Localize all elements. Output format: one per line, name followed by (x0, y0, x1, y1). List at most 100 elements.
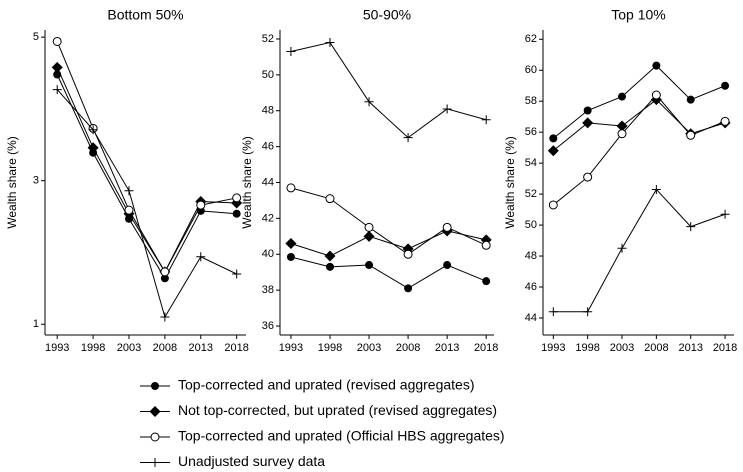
marker (324, 250, 336, 262)
x-tick-label: 2018 (224, 342, 248, 354)
x-tick-label: 2003 (610, 342, 634, 354)
series-line (290, 41, 487, 139)
y-tick-label: 48 (262, 105, 274, 117)
marker (617, 129, 627, 139)
marker (149, 406, 161, 417)
marker (160, 267, 170, 277)
x-tick-label: 2018 (713, 342, 737, 354)
x-tick-label: 2008 (644, 342, 668, 354)
x-tick-label: 1998 (318, 342, 342, 354)
marker (286, 183, 296, 193)
marker (363, 230, 375, 242)
marker (651, 90, 661, 100)
marker (285, 238, 297, 249)
marker (403, 133, 413, 143)
series-line (552, 94, 726, 206)
x-tick-label: 1998 (81, 342, 105, 354)
marker (325, 38, 335, 48)
marker (481, 115, 491, 125)
marker (52, 36, 62, 46)
marker (548, 200, 558, 210)
marker (364, 222, 374, 232)
marker (618, 92, 627, 101)
y-tick-label: 5 (33, 31, 39, 43)
marker (443, 261, 452, 270)
marker (196, 252, 206, 262)
x-tick-label: 2003 (357, 342, 381, 354)
marker (88, 125, 98, 135)
marker (150, 458, 160, 467)
marker (124, 186, 134, 196)
series-line (290, 230, 487, 257)
marker (652, 61, 661, 70)
x-tick-label: 1993 (45, 342, 69, 354)
y-tick-label: 50 (525, 219, 537, 231)
marker (481, 240, 491, 250)
marker (150, 432, 160, 442)
y-tick-label: 60 (525, 64, 537, 76)
marker (616, 120, 628, 132)
marker (583, 172, 593, 182)
marker (286, 252, 295, 261)
y-tick-label: 62 (525, 33, 537, 45)
marker (442, 222, 452, 232)
x-tick-label: 2013 (435, 342, 459, 354)
marker (232, 269, 242, 279)
panel-title: 50-90% (363, 7, 411, 23)
marker (582, 117, 594, 129)
legend-label: Top-corrected and uprated (Official HBS … (178, 428, 505, 444)
marker (720, 209, 730, 219)
y-tick-label: 46 (525, 281, 537, 293)
panel-title: Top 10% (611, 7, 665, 23)
marker (686, 95, 695, 104)
x-tick-label: 1998 (575, 342, 599, 354)
legend: Top-corrected and uprated (revised aggre… (140, 377, 505, 469)
series-line (552, 99, 726, 152)
y-tick-label: 46 (262, 141, 274, 153)
marker (364, 97, 374, 107)
marker (548, 307, 558, 317)
x-tick-label: 1993 (541, 342, 565, 354)
marker (651, 184, 661, 194)
y-tick-label: 52 (262, 33, 274, 45)
marker (583, 106, 592, 115)
marker (442, 104, 452, 114)
legend-label: Not top-corrected, but uprated (revised … (178, 402, 497, 418)
y-tick-label: 38 (262, 284, 274, 296)
y-tick-label: 50 (262, 69, 274, 81)
marker (160, 312, 170, 322)
legend-label: Unadjusted survey data (178, 453, 325, 469)
marker (196, 200, 206, 210)
x-tick-label: 2008 (396, 342, 420, 354)
x-tick-label: 2013 (189, 342, 213, 354)
y-tick-label: 40 (262, 248, 274, 260)
y-tick-label: 56 (525, 126, 537, 138)
y-tick-label: 44 (262, 176, 274, 188)
marker (482, 277, 491, 286)
panel-title: Bottom 50% (107, 7, 183, 23)
marker (549, 134, 558, 143)
y-tick-label: 54 (525, 157, 537, 169)
y-tick-label: 44 (525, 312, 537, 324)
y-tick-label: 52 (525, 188, 537, 200)
series-line (553, 188, 726, 313)
marker (686, 130, 696, 140)
marker (232, 193, 242, 203)
marker (720, 116, 730, 126)
marker (124, 205, 134, 215)
y-tick-label: 48 (525, 250, 537, 262)
marker (286, 47, 296, 57)
marker (617, 243, 627, 253)
marker (686, 222, 696, 232)
marker (151, 382, 159, 390)
y-tick-label: 1 (33, 318, 39, 330)
marker (721, 81, 730, 90)
x-tick-label: 2003 (117, 342, 141, 354)
marker (365, 261, 374, 270)
y-tick-label: 36 (262, 320, 274, 332)
marker (583, 307, 593, 317)
series-line (56, 74, 237, 280)
marker (87, 142, 99, 154)
marker (232, 209, 241, 218)
